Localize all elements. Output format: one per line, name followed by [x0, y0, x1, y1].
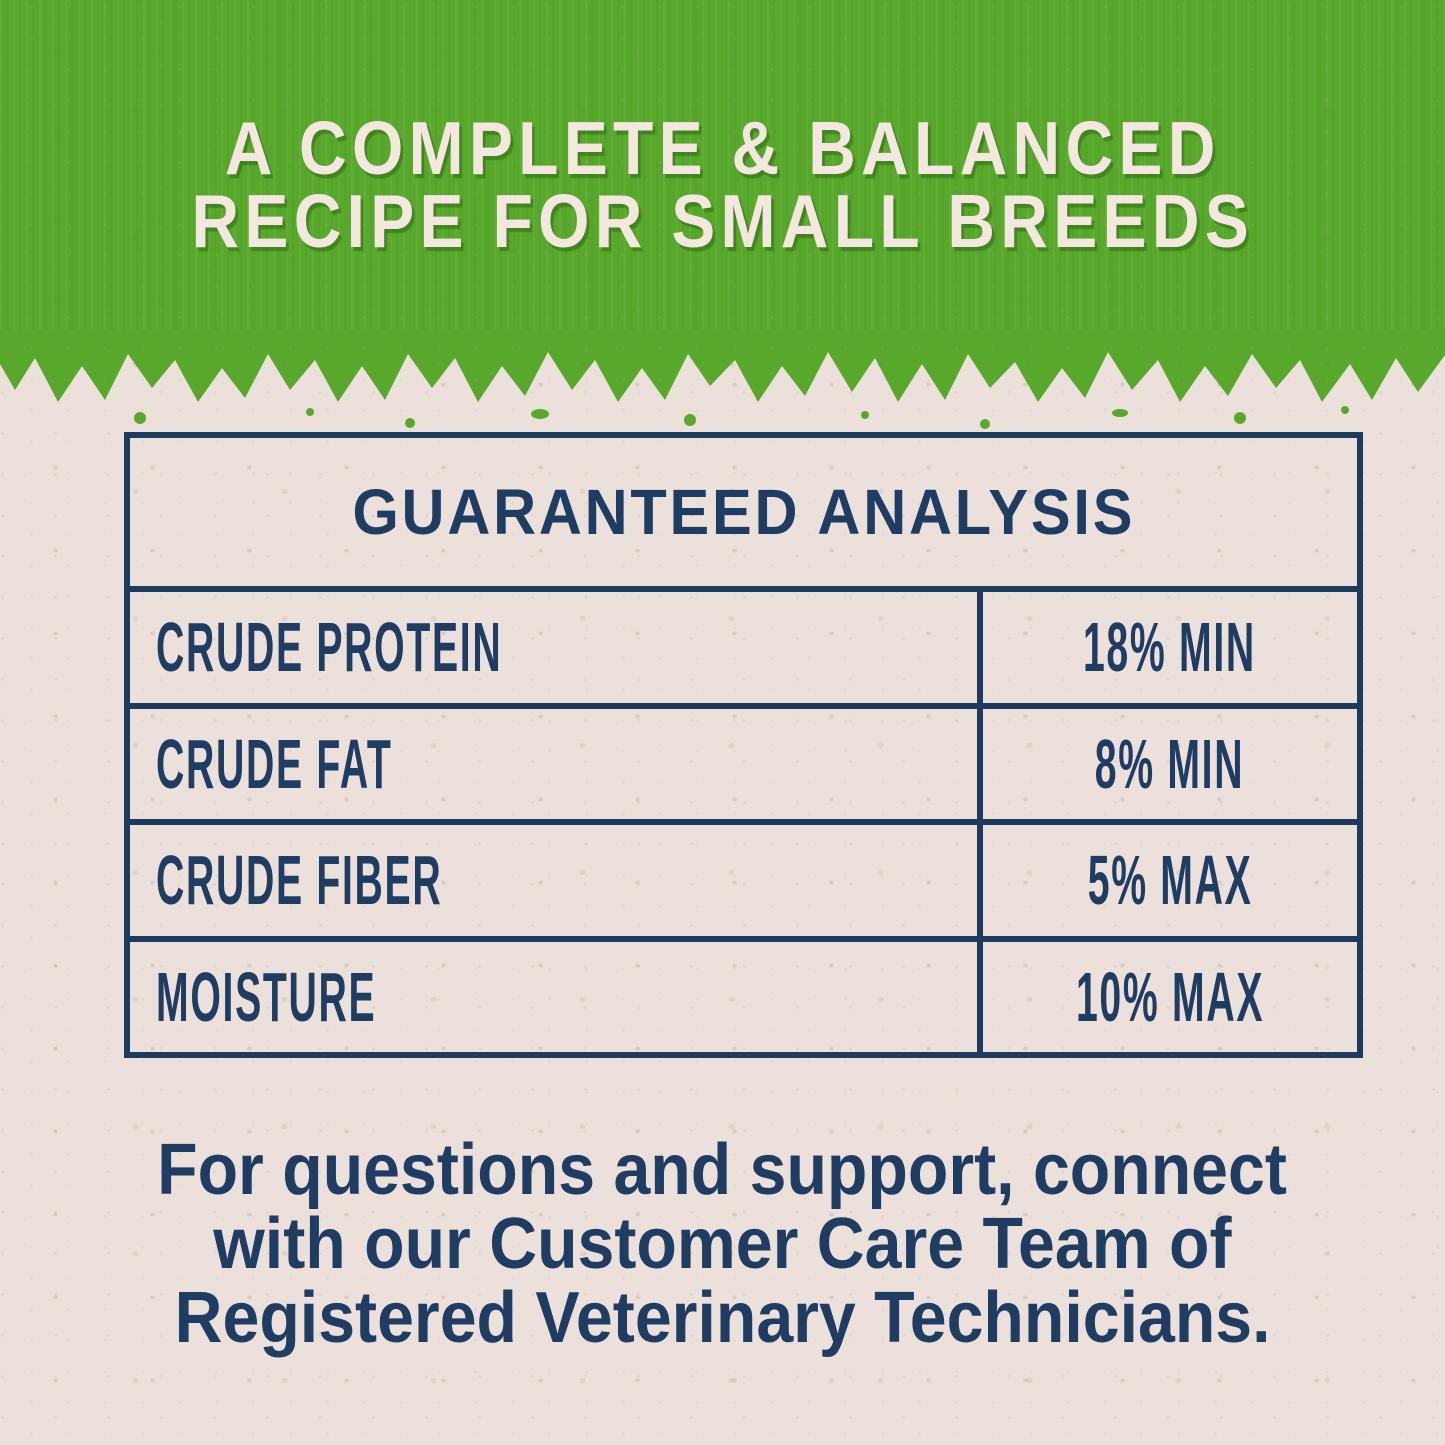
analysis-row-label: CRUDE FIBER	[130, 825, 983, 936]
green-banner	[0, 0, 1445, 340]
analysis-row-value: 10% MAX	[1075, 957, 1264, 1036]
analysis-row-value: 5% MAX	[1087, 841, 1253, 920]
banner-paint-streaks	[0, 0, 1445, 340]
analysis-row-crude-fat: CRUDE FAT 8% MIN	[130, 708, 1357, 825]
analysis-row-value: 18% MIN	[1083, 608, 1257, 687]
analysis-row-crude-fiber: CRUDE FIBER 5% MAX	[130, 825, 1357, 942]
customer-care-note: For questions and support, connect with …	[0, 1133, 1445, 1355]
customer-care-note-line-2: with our Customer Care Team of	[213, 1204, 1232, 1284]
analysis-row-label: CRUDE FAT	[130, 708, 983, 819]
analysis-row-label: MOISTURE	[130, 941, 983, 1052]
banner-heading: A COMPLETE & BALANCED RECIPE FOR SMALL B…	[0, 106, 1445, 263]
customer-care-note-line-1: For questions and support, connect	[157, 1130, 1288, 1210]
analysis-row-crude-protein: CRUDE PROTEIN 18% MIN	[130, 592, 1357, 709]
customer-care-note-line-3: Registered Veterinary Technicians.	[174, 1278, 1271, 1358]
analysis-row-value: 8% MIN	[1095, 724, 1245, 803]
banner-heading-line-2: RECIPE FOR SMALL BREEDS	[191, 179, 1254, 263]
analysis-row-label: CRUDE PROTEIN	[130, 592, 983, 703]
banner-heading-line-1: A COMPLETE & BALANCED	[224, 106, 1221, 190]
analysis-row-moisture: MOISTURE 10% MAX	[130, 941, 1357, 1052]
banner-rough-paint-edge	[0, 330, 1445, 429]
guaranteed-analysis-table: GUARANTEED ANALYSIS CRUDE PROTEIN 18% MI…	[124, 432, 1363, 1058]
analysis-title: GUARANTEED ANALYSIS	[130, 438, 1357, 592]
